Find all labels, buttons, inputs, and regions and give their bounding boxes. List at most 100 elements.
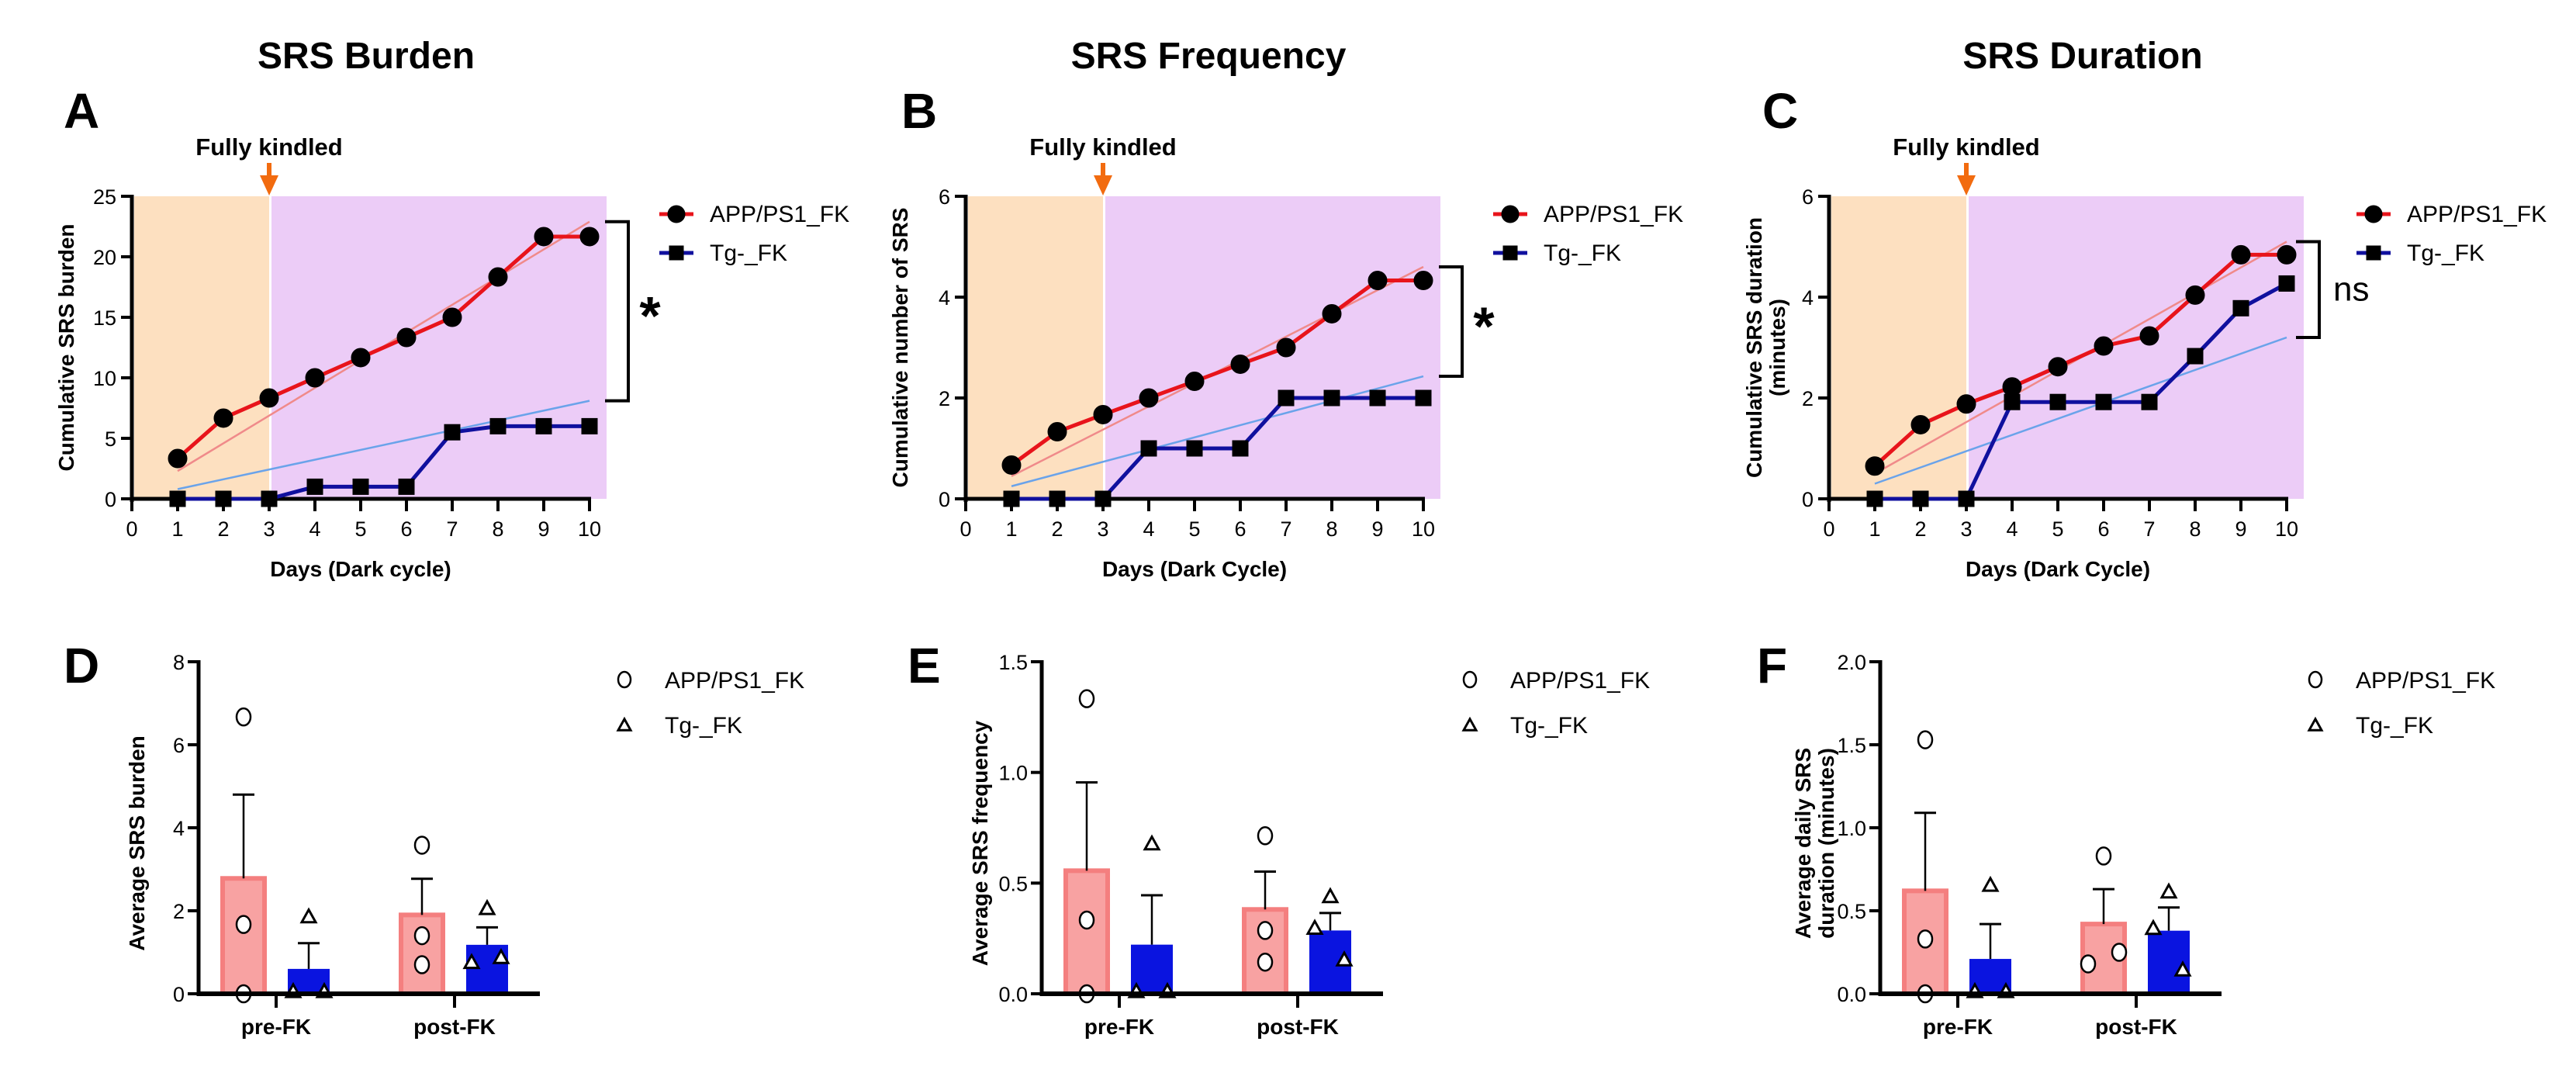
y-axis-label-line2: duration (minutes) <box>1814 748 1838 939</box>
data-point <box>2049 393 2066 410</box>
legend-marker-circle-icon <box>1462 670 1478 689</box>
data-point <box>2232 299 2249 317</box>
panel-letter: D <box>64 638 99 694</box>
y-tick-label: 1.0 <box>1837 817 1866 840</box>
significance-bracket <box>2296 240 2321 339</box>
legend-marker-circle-icon <box>1501 205 1520 223</box>
data-point <box>1369 389 1386 407</box>
y-tick-label: 6 <box>173 734 185 757</box>
data-point <box>1323 389 1340 407</box>
data-point <box>1278 389 1295 407</box>
data-point <box>1001 455 1022 475</box>
data-point <box>299 907 318 924</box>
legend-label: Tg-_FK <box>2356 713 2433 739</box>
panel-letter: C <box>1762 83 1798 139</box>
y-tick-label: 0.0 <box>1837 983 1866 1006</box>
annotation-arrow-icon <box>1094 175 1112 195</box>
legend-label: Tg-_FK <box>710 240 787 266</box>
legend-marker-circle-icon <box>667 205 686 223</box>
y-tick-label: 1.5 <box>1837 734 1866 757</box>
panel-letter: B <box>901 83 937 139</box>
legend-label: APP/PS1_FK <box>665 668 804 694</box>
legend-label: Tg-_FK <box>1544 240 1621 266</box>
x-tick-label: 7 <box>2143 517 2155 541</box>
data-point <box>1184 372 1205 392</box>
data-point <box>1866 490 1883 507</box>
y-tick-label: 0 <box>1802 488 1814 511</box>
legend-label: APP/PS1_FK <box>2407 202 2547 227</box>
x-tick-label: 2 <box>1051 517 1063 541</box>
data-point <box>1956 394 1976 414</box>
data-point <box>2277 244 2297 265</box>
annotation-arrow-stem <box>267 163 271 177</box>
data-point <box>1415 389 1432 407</box>
y-axis-label-line2: (minutes) <box>1765 299 1789 396</box>
y-tick-label: 1.5 <box>998 651 1028 674</box>
annotation-arrow-stem <box>1101 163 1105 177</box>
data-point <box>1232 440 1249 457</box>
data-point <box>2159 882 2178 899</box>
x-tick-label: 1 <box>1005 517 1017 541</box>
data-point <box>579 227 600 247</box>
legend-marker-triangle-icon <box>2307 716 2324 732</box>
y-tick-label: 6 <box>1802 185 1814 209</box>
legend-label: APP/PS1_FK <box>710 202 849 227</box>
legend-label: APP/PS1_FK <box>1510 668 1650 694</box>
y-tick-label: 10 <box>93 367 116 390</box>
x-tick-label: 4 <box>2006 517 2018 541</box>
data-point <box>2185 285 2205 305</box>
x-tick-label: 5 <box>1188 517 1200 541</box>
data-point <box>1335 950 1354 967</box>
data-point <box>215 490 232 507</box>
data-point <box>444 424 461 441</box>
x-tick-label: 10 <box>578 517 601 541</box>
y-tick-label: 8 <box>173 651 185 674</box>
y-axis-label: Average daily SRS <box>1791 748 1815 939</box>
y-axis-label: Cumulative number of SRS <box>888 208 912 488</box>
x-tick-label: post-FK <box>2095 1015 2177 1039</box>
legend-label: APP/PS1_FK <box>1544 202 1683 227</box>
data-point <box>1257 921 1274 940</box>
data-point <box>2080 954 2097 974</box>
x-tick-label: 8 <box>1326 517 1337 541</box>
data-point <box>1413 271 1433 291</box>
x-tick-label: 3 <box>1960 517 1972 541</box>
legend-label: APP/PS1_FK <box>2356 668 2495 694</box>
y-tick-label: 20 <box>93 246 116 269</box>
data-point <box>1917 730 1934 749</box>
data-point <box>488 267 508 287</box>
x-axis-label: Days (Dark Cycle) <box>1102 557 1287 581</box>
y-axis-label: Average SRS burden <box>125 735 149 950</box>
y-tick-label: 0.5 <box>1837 900 1866 923</box>
data-point <box>462 953 481 970</box>
data-point <box>492 947 510 964</box>
series-line-1 <box>1011 396 1423 501</box>
data-point <box>2141 393 2158 410</box>
x-tick-label: 9 <box>1371 517 1383 541</box>
x-tick-label: 6 <box>1234 517 1246 541</box>
data-point <box>213 408 233 428</box>
data-point <box>1230 354 1250 374</box>
y-tick-label: 4 <box>173 817 185 840</box>
data-point <box>1139 388 1159 408</box>
series-line-1 <box>1875 282 2288 501</box>
significance-label: ns <box>2333 270 2369 308</box>
y-tick-label: 4 <box>1802 286 1814 310</box>
data-point <box>1078 910 1095 930</box>
data-point <box>442 307 462 327</box>
data-point <box>1093 404 1113 424</box>
x-tick-label: 4 <box>1143 517 1154 541</box>
data-point <box>2004 393 2021 410</box>
legend-label: Tg-_FK <box>665 713 742 739</box>
annotation-label: Fully kindled <box>195 133 342 161</box>
x-tick-label: 8 <box>2189 517 2201 541</box>
data-point <box>1047 422 1067 442</box>
y-tick-label: 2 <box>939 387 950 410</box>
x-tick-label: 0 <box>126 517 137 541</box>
panel-letter: E <box>908 638 941 694</box>
legend-marker-circle-icon <box>2364 205 2383 223</box>
data-point <box>2094 336 2114 356</box>
data-point <box>413 926 430 946</box>
y-axis-label: Cumulative SRS duration <box>1742 217 1766 478</box>
x-tick-label: pre-FK <box>1923 1015 1993 1039</box>
